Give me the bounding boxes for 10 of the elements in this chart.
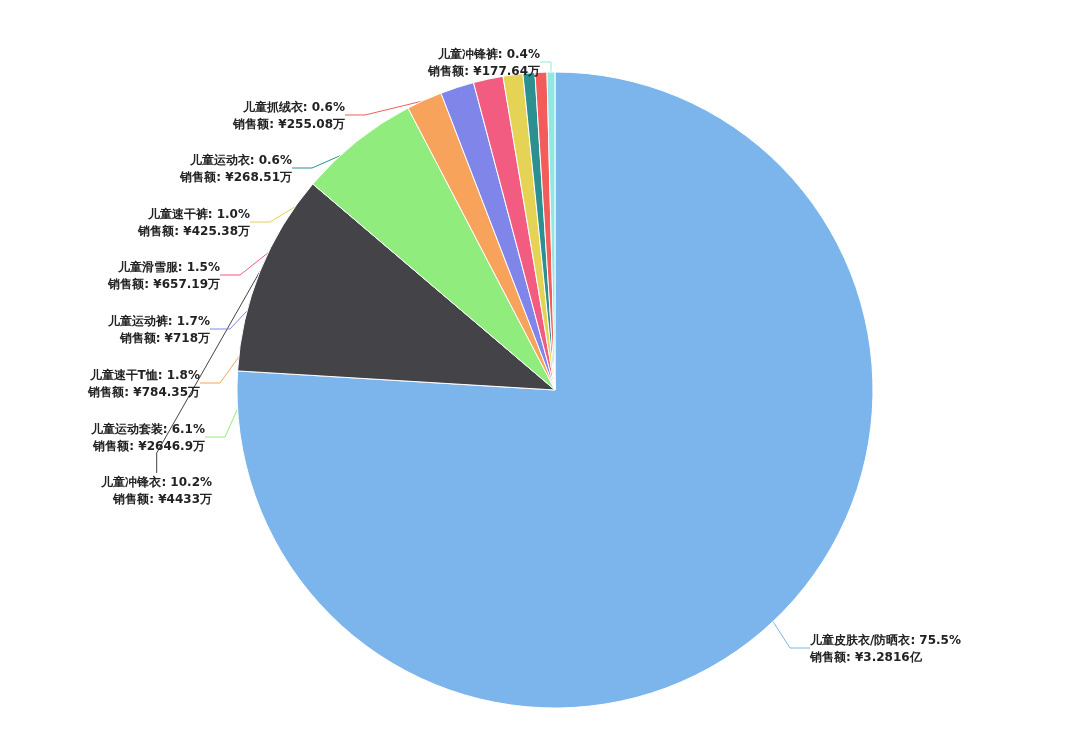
slice-label: 儿童运动裤: 1.7% 销售额: ¥718万	[106, 313, 210, 345]
slice-label: 儿童冲锋衣: 10.2% 销售额: ¥4433万	[100, 474, 212, 506]
slice-label: 儿童运动衣: 0.6% 销售额: ¥268.51万	[179, 152, 292, 184]
slice-label: 儿童运动套装: 6.1% 销售额: ¥2646.9万	[89, 421, 205, 453]
slice-label: 儿童速干T恤: 1.8% 销售额: ¥784.35万	[87, 367, 200, 399]
slice-label: 儿童冲锋裤: 0.4% 销售额: ¥177.64万	[427, 46, 540, 78]
slice-label: 儿童抓绒衣: 0.6% 销售额: ¥255.08万	[232, 99, 345, 131]
slice-label: 儿童滑雪服: 1.5% 销售额: ¥657.19万	[107, 259, 220, 291]
slice-label: 儿童皮肤衣/防晒衣: 75.5% 销售额: ¥3.2816亿	[809, 632, 961, 664]
slice-label: 儿童速干裤: 1.0% 销售额: ¥425.38万	[137, 206, 250, 238]
